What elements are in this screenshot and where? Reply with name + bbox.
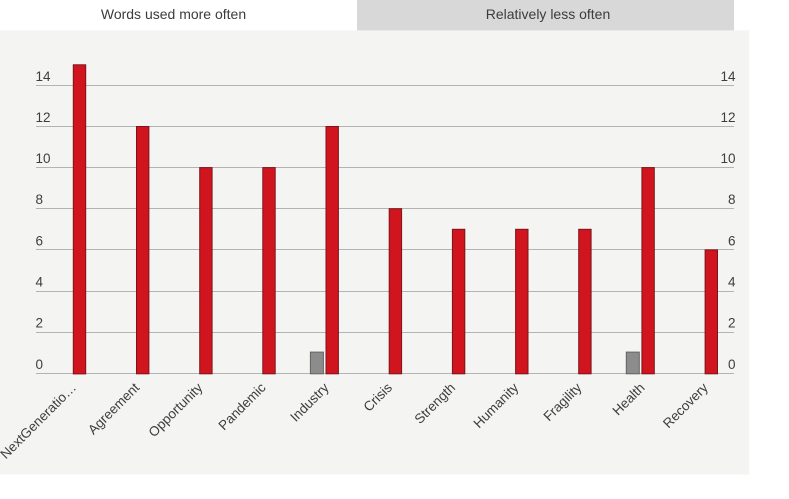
svg-text:6: 6 <box>36 233 44 248</box>
svg-text:8: 8 <box>728 192 736 207</box>
svg-text:0: 0 <box>36 357 44 372</box>
svg-text:2: 2 <box>36 316 44 331</box>
svg-text:14: 14 <box>720 69 736 84</box>
svg-text:10: 10 <box>36 151 51 166</box>
svg-text:6: 6 <box>728 233 736 248</box>
svg-text:12: 12 <box>720 110 735 125</box>
svg-text:14: 14 <box>36 69 52 84</box>
svg-text:0: 0 <box>728 357 736 372</box>
svg-text:4: 4 <box>36 275 44 290</box>
svg-text:Words used more often: Words used more often <box>101 6 246 22</box>
svg-text:12: 12 <box>36 110 51 125</box>
svg-text:10: 10 <box>720 151 735 166</box>
svg-text:2: 2 <box>728 316 736 331</box>
svg-text:4: 4 <box>728 275 736 290</box>
svg-text:Relatively less often: Relatively less often <box>486 6 611 22</box>
svg-text:8: 8 <box>36 192 44 207</box>
